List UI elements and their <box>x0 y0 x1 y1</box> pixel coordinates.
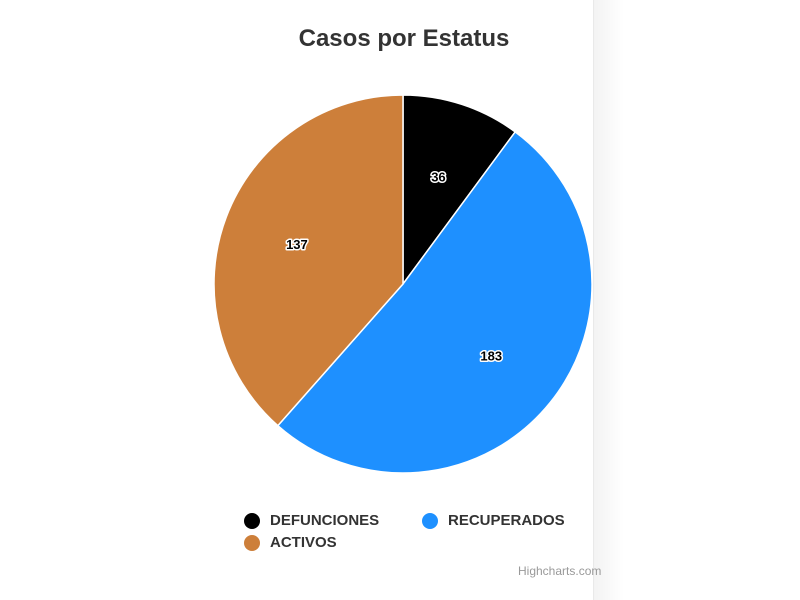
legend: DEFUNCIONES RECUPERADOS ACTIVOS <box>240 512 620 558</box>
credits-link[interactable]: Highcharts.com <box>518 564 602 578</box>
data-label-defunciones: 36 <box>431 169 445 184</box>
legend-item-activos[interactable]: ACTIVOS <box>244 534 337 551</box>
legend-label-defunciones: DEFUNCIONES <box>270 512 380 529</box>
panel-edge-shade <box>594 0 624 600</box>
legend-dot-defunciones <box>244 512 260 529</box>
legend-dot-activos <box>244 534 260 551</box>
data-label-activos: 137 <box>286 237 308 252</box>
data-label-recuperados: 183 <box>480 348 502 363</box>
legend-label-activos: ACTIVOS <box>270 534 337 551</box>
legend-item-recuperados[interactable]: RECUPERADOS <box>422 512 565 529</box>
chart-title: Casos por Estatus <box>298 25 510 52</box>
legend-label-recuperados: RECUPERADOS <box>448 512 565 529</box>
pie-slice-recuperados[interactable] <box>277 131 593 474</box>
panel-edge-line <box>593 0 594 600</box>
chart-container: Casos por Estatus <box>185 0 615 600</box>
pie-slice-defunciones[interactable] <box>402 94 516 285</box>
pie-slice-activos[interactable] <box>213 94 404 427</box>
legend-item-defunciones[interactable]: DEFUNCIONES <box>244 512 379 529</box>
legend-dot-recuperados <box>422 512 438 529</box>
